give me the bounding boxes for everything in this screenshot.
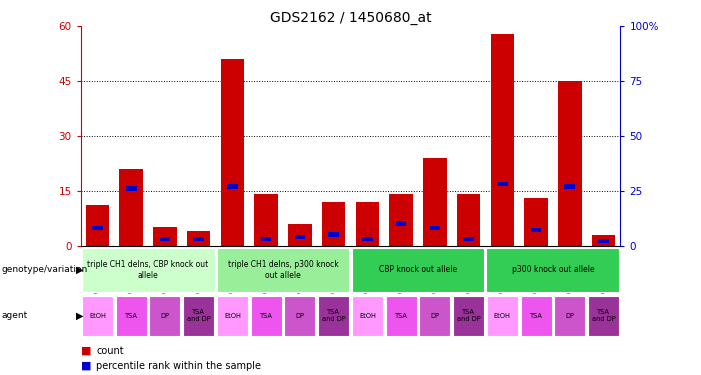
Bar: [82, 296, 113, 336]
Bar: [486, 296, 518, 336]
Bar: [598, 239, 609, 243]
Bar: [187, 231, 210, 246]
Text: TSA
and DP: TSA and DP: [322, 309, 346, 322]
Bar: [491, 34, 514, 246]
Text: TSA: TSA: [260, 313, 273, 319]
Bar: [285, 296, 315, 336]
Text: DP: DP: [161, 313, 170, 319]
Text: EtOH: EtOH: [494, 313, 511, 319]
Bar: [86, 206, 109, 246]
Text: EtOH: EtOH: [359, 313, 376, 319]
Text: ▶: ▶: [76, 265, 83, 275]
Bar: [116, 296, 147, 336]
Bar: [531, 228, 541, 232]
Text: CBP knock out allele: CBP knock out allele: [379, 266, 457, 274]
Bar: [322, 202, 346, 246]
Text: DP: DP: [295, 313, 304, 319]
Bar: [389, 194, 413, 246]
Bar: [193, 237, 204, 241]
Bar: [453, 296, 484, 336]
Bar: [362, 237, 373, 241]
Text: EtOH: EtOH: [224, 313, 241, 319]
Bar: [430, 226, 440, 230]
Bar: [463, 237, 474, 241]
Text: TSA
and DP: TSA and DP: [186, 309, 210, 322]
Text: percentile rank within the sample: percentile rank within the sample: [96, 361, 261, 370]
Title: GDS2162 / 1450680_at: GDS2162 / 1450680_at: [270, 11, 431, 25]
Bar: [217, 296, 248, 336]
Bar: [254, 194, 278, 246]
Bar: [588, 296, 619, 336]
Text: ■: ■: [81, 361, 91, 370]
Bar: [294, 235, 305, 239]
Text: TSA: TSA: [395, 313, 407, 319]
Text: ■: ■: [81, 346, 91, 355]
Text: TSA: TSA: [125, 313, 137, 319]
Bar: [227, 184, 238, 189]
Text: genotype/variation: genotype/variation: [1, 266, 88, 274]
Bar: [81, 248, 215, 292]
Text: p300 knock out allele: p300 knock out allele: [512, 266, 594, 274]
Bar: [521, 296, 552, 336]
Bar: [119, 169, 143, 246]
Bar: [524, 198, 548, 246]
Bar: [149, 296, 180, 336]
Bar: [261, 237, 271, 241]
Bar: [351, 248, 484, 292]
Bar: [564, 184, 575, 189]
Bar: [558, 81, 582, 246]
Text: agent: agent: [1, 311, 27, 320]
Bar: [497, 182, 508, 186]
Bar: [160, 237, 170, 241]
Text: EtOH: EtOH: [89, 313, 106, 319]
Text: TSA
and DP: TSA and DP: [592, 309, 615, 322]
Bar: [396, 222, 407, 226]
Bar: [126, 186, 137, 191]
Bar: [328, 232, 339, 237]
Bar: [318, 296, 349, 336]
Bar: [419, 296, 450, 336]
Text: count: count: [96, 346, 123, 355]
Bar: [217, 248, 350, 292]
Bar: [386, 296, 416, 336]
Bar: [486, 248, 620, 292]
Text: DP: DP: [430, 313, 440, 319]
Bar: [457, 194, 480, 246]
Text: triple CH1 delns, p300 knock
out allele: triple CH1 delns, p300 knock out allele: [228, 260, 339, 280]
Bar: [153, 227, 177, 246]
Bar: [423, 158, 447, 246]
Text: TSA
and DP: TSA and DP: [456, 309, 480, 322]
Bar: [288, 224, 312, 246]
Bar: [251, 296, 282, 336]
Bar: [355, 202, 379, 246]
Bar: [221, 59, 244, 246]
Bar: [592, 235, 615, 246]
Bar: [183, 296, 215, 336]
Text: TSA: TSA: [530, 313, 543, 319]
Text: triple CH1 delns, CBP knock out
allele: triple CH1 delns, CBP knock out allele: [88, 260, 209, 280]
Text: ▶: ▶: [76, 311, 83, 321]
Bar: [352, 296, 383, 336]
Text: DP: DP: [565, 313, 574, 319]
Bar: [554, 296, 585, 336]
Bar: [92, 226, 103, 230]
